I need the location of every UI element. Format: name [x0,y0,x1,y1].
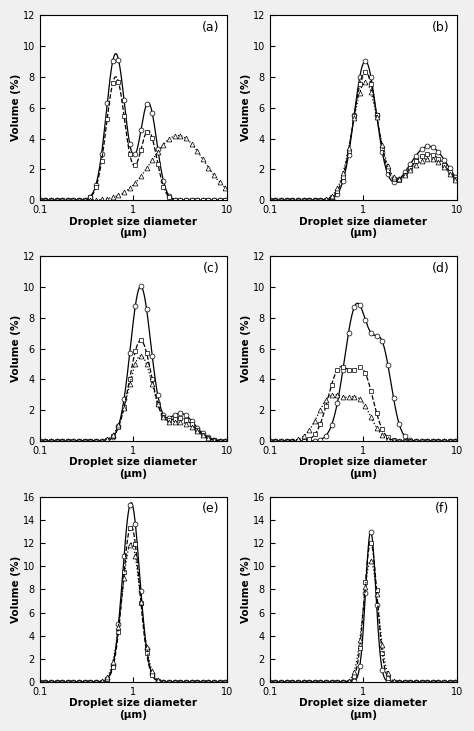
Text: (b): (b) [432,20,449,34]
Text: (d): (d) [431,262,449,275]
Text: (f): (f) [435,502,449,515]
X-axis label: Droplet size diameter
(μm): Droplet size diameter (μm) [299,458,427,479]
Y-axis label: Volume (%): Volume (%) [241,315,251,382]
X-axis label: Droplet size diameter
(μm): Droplet size diameter (μm) [69,698,197,720]
Y-axis label: Volume (%): Volume (%) [11,74,21,141]
Text: (e): (e) [202,502,219,515]
X-axis label: Droplet size diameter
(μm): Droplet size diameter (μm) [299,698,427,720]
Y-axis label: Volume (%): Volume (%) [241,556,251,623]
Y-axis label: Volume (%): Volume (%) [241,74,251,141]
Y-axis label: Volume (%): Volume (%) [11,556,21,623]
Y-axis label: Volume (%): Volume (%) [11,315,21,382]
X-axis label: Droplet size diameter
(μm): Droplet size diameter (μm) [299,216,427,238]
Text: (a): (a) [202,20,219,34]
Text: (c): (c) [202,262,219,275]
X-axis label: Droplet size diameter
(μm): Droplet size diameter (μm) [69,216,197,238]
X-axis label: Droplet size diameter
(μm): Droplet size diameter (μm) [69,458,197,479]
